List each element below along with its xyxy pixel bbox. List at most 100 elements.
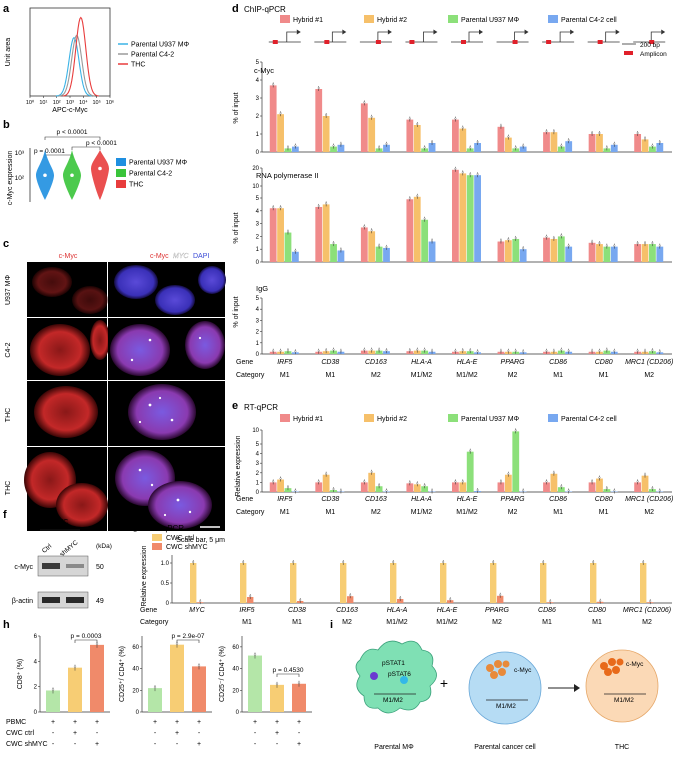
bar bbox=[90, 645, 104, 712]
legend-label: THC bbox=[129, 182, 143, 189]
y-tick-label: 5 bbox=[256, 296, 260, 302]
data-point bbox=[553, 350, 555, 352]
bar bbox=[505, 240, 512, 262]
cell-shape bbox=[30, 324, 90, 376]
bar bbox=[290, 563, 296, 603]
data-point bbox=[455, 168, 457, 170]
band-cmyc-shmyc bbox=[66, 564, 84, 568]
tss-arrowhead bbox=[570, 30, 574, 35]
bar bbox=[68, 668, 82, 712]
pstat1-dot bbox=[370, 672, 378, 680]
tss-arrow bbox=[287, 32, 297, 42]
y-tick-label: 10 bbox=[252, 428, 259, 434]
category-label: M1 bbox=[542, 619, 552, 626]
data-point bbox=[318, 481, 320, 483]
bar bbox=[361, 227, 368, 262]
micrographs bbox=[24, 262, 226, 531]
data-point bbox=[409, 197, 411, 199]
data-point bbox=[378, 484, 380, 486]
violin-median bbox=[98, 167, 102, 171]
category-label: M1 bbox=[242, 619, 252, 626]
data-point bbox=[318, 205, 320, 207]
category-label: M1/M2 bbox=[386, 619, 408, 626]
gene-label: CD86 bbox=[538, 607, 556, 614]
data-point bbox=[522, 351, 524, 353]
data-point bbox=[363, 226, 365, 228]
data-point bbox=[378, 147, 380, 149]
data-point bbox=[515, 237, 517, 239]
bar bbox=[551, 132, 558, 152]
y-tick-label: 10 bbox=[252, 184, 259, 190]
data-point bbox=[333, 145, 335, 147]
panel-i-cmyc-2: c-Myc bbox=[626, 661, 644, 668]
bar bbox=[490, 563, 496, 603]
data-point bbox=[477, 489, 479, 491]
data-point bbox=[287, 231, 289, 233]
sign-cell: + bbox=[73, 719, 77, 726]
category-label: M1 bbox=[599, 372, 609, 379]
data-point bbox=[492, 561, 494, 563]
gene-label: PPARG bbox=[501, 359, 526, 366]
panel-d-sub1-title: c-Myc bbox=[254, 66, 274, 75]
y-tick-label: 4 bbox=[34, 659, 38, 665]
amplicon bbox=[324, 40, 329, 44]
category-label: M1 bbox=[592, 619, 602, 626]
panel-h-row-pbmc: PBMC bbox=[6, 719, 26, 726]
data-point bbox=[652, 145, 654, 147]
amplicon bbox=[409, 40, 414, 44]
bar bbox=[383, 248, 390, 262]
legend-swatch bbox=[280, 15, 290, 23]
y-tick-label: 6 bbox=[34, 634, 38, 640]
data-point bbox=[272, 84, 274, 86]
tss-arrowhead bbox=[433, 30, 437, 35]
sign-cell: + bbox=[297, 719, 301, 726]
legend-swatch bbox=[116, 158, 126, 166]
panel-e-category-row-label: Category bbox=[236, 509, 265, 516]
sign-cell: + bbox=[197, 741, 201, 748]
category-label: M1/M2 bbox=[411, 509, 433, 516]
category-label: M1 bbox=[599, 509, 609, 516]
data-point bbox=[561, 235, 563, 237]
data-point bbox=[469, 147, 471, 149]
sign-cell: - bbox=[176, 741, 179, 748]
bar bbox=[323, 204, 330, 262]
data-point bbox=[515, 430, 517, 432]
panel-b-violins bbox=[36, 150, 109, 200]
data-point bbox=[295, 490, 297, 492]
amplicon bbox=[376, 40, 381, 44]
bar bbox=[551, 239, 558, 262]
legend-swatch bbox=[280, 414, 290, 422]
bar bbox=[611, 247, 618, 262]
bar bbox=[190, 563, 196, 603]
cell-shape bbox=[198, 266, 226, 294]
bar bbox=[540, 563, 546, 603]
bar bbox=[596, 479, 603, 492]
data-point bbox=[613, 490, 615, 492]
panel-d-ylabel-2: % of input bbox=[233, 212, 240, 243]
data-point bbox=[340, 350, 342, 352]
panel-c-header-dapi: DAPI bbox=[193, 253, 209, 260]
data-point bbox=[549, 600, 551, 602]
bar bbox=[512, 239, 519, 262]
legend-swatch bbox=[548, 15, 558, 23]
data-point bbox=[424, 349, 426, 351]
data-point bbox=[409, 118, 411, 120]
y-tick-label: 1.0 bbox=[161, 561, 170, 567]
category-label: M2 bbox=[371, 372, 381, 379]
y-tick-label: 5 bbox=[256, 442, 260, 448]
y-tick-label: 3 bbox=[256, 222, 260, 228]
panel-c-header-cmyc: c-Myc bbox=[150, 253, 169, 260]
data-point bbox=[280, 206, 282, 208]
data-point bbox=[416, 123, 418, 125]
panel-i-pstat1: pSTAT1 bbox=[382, 660, 405, 667]
bar bbox=[642, 244, 649, 262]
gene-label: CD38 bbox=[321, 359, 339, 366]
panel-g-ylabel: Relative expression bbox=[141, 545, 148, 606]
bar bbox=[340, 563, 346, 603]
tss-arrowhead bbox=[479, 30, 483, 35]
